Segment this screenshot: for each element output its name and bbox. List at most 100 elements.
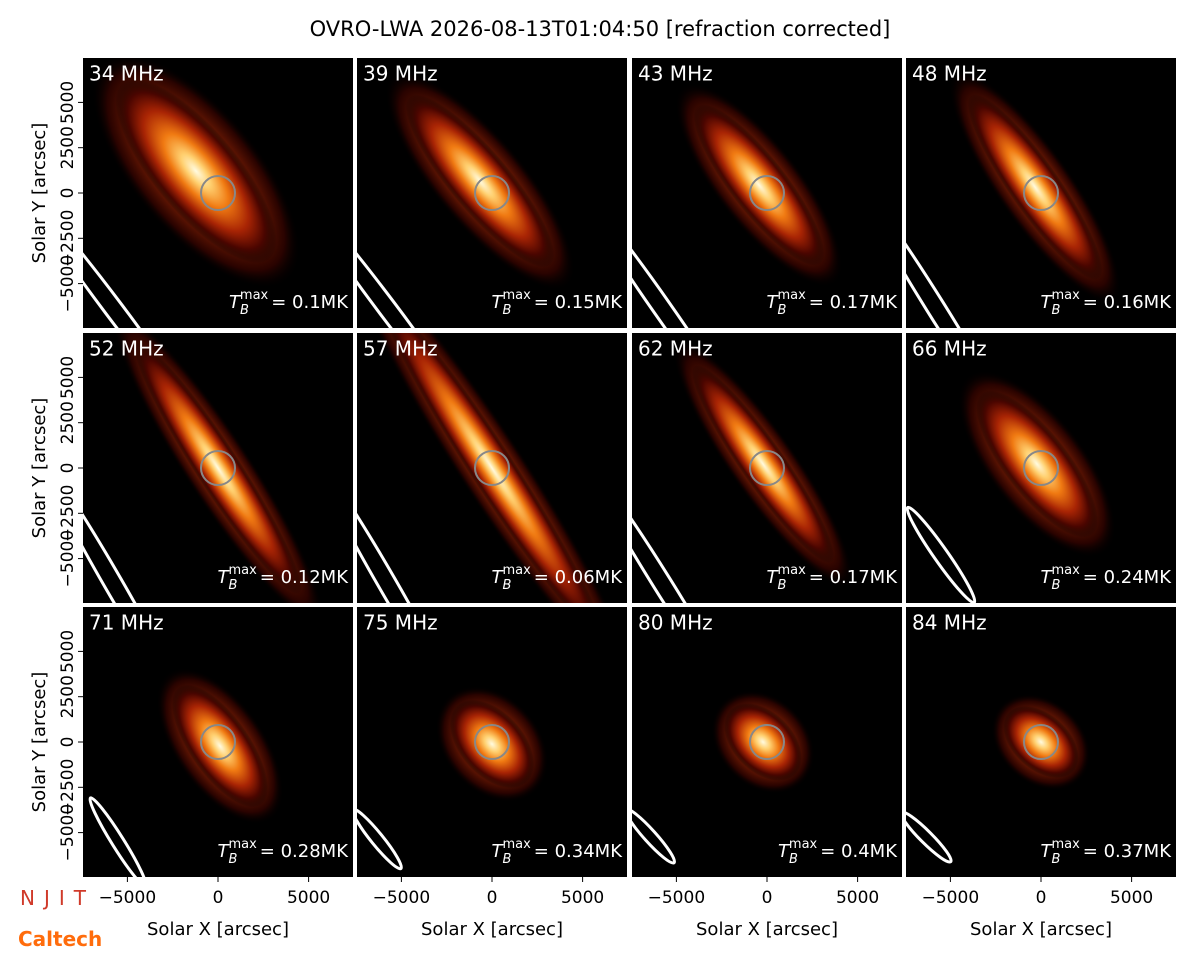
symbol-sup: max (502, 288, 531, 303)
symbol-base: T (492, 567, 505, 588)
annotation: TBmax = 0.15MK (492, 288, 624, 318)
annotation: TBmax = 0.37MK (1041, 837, 1173, 867)
solar-disk (474, 450, 510, 486)
panel (632, 607, 902, 877)
symbol-sup: max (228, 563, 257, 578)
annotation-value: = 0.06MK (534, 567, 623, 588)
emission (134, 341, 302, 595)
beam (357, 807, 403, 871)
panel (906, 607, 1176, 877)
panel (83, 58, 353, 328)
emission (115, 78, 277, 264)
x-tick-label: 0 (213, 888, 224, 908)
panel-title: 34 MHz (89, 62, 164, 86)
symbol-base: T (218, 841, 231, 862)
y-tick-label: 2500 (58, 126, 78, 169)
symbol-sub: B (503, 578, 512, 593)
symbol-base: T (1041, 292, 1054, 313)
y-tick-label: −2500 (58, 485, 78, 543)
x-tick-label: 0 (762, 888, 773, 908)
symbol-sub: B (1052, 303, 1061, 318)
panel (357, 58, 627, 328)
annotation-value: = 0.1MK (271, 292, 349, 313)
symbol-sub: B (503, 852, 512, 867)
symbol-sup: max (1051, 837, 1080, 852)
logo-caltech: Caltech (18, 927, 102, 951)
y-tick-label: 2500 (58, 401, 78, 444)
symbol-sup: max (1051, 563, 1080, 578)
symbol-sup: max (502, 837, 531, 852)
emission (171, 684, 269, 808)
y-axis-label: Solar Y [arcsec] (29, 672, 50, 813)
y-tick-label: 0 (58, 463, 78, 474)
symbol-base: T (778, 841, 791, 862)
solar-disk (749, 175, 785, 211)
beam (83, 460, 185, 603)
symbol-base: T (229, 292, 242, 313)
panel (632, 333, 902, 603)
annotation-value: = 0.34MK (534, 841, 623, 862)
x-tick-label: 5000 (561, 888, 604, 908)
symbol-sup: max (240, 288, 269, 303)
panel-title: 66 MHz (912, 337, 987, 361)
annotation-value: = 0.17MK (809, 567, 898, 588)
panel (83, 333, 353, 603)
beam (906, 187, 1013, 328)
annotation: TBmax = 0.24MK (1041, 563, 1173, 593)
y-tick-label: −5000 (58, 804, 78, 862)
x-axis-label: Solar X [arcsec] (696, 919, 838, 940)
x-tick-label: −5000 (373, 888, 431, 908)
annotation-value: = 0.24MK (1083, 567, 1172, 588)
beam (906, 505, 977, 603)
solar-disk (200, 724, 236, 760)
symbol-base: T (1041, 567, 1054, 588)
annotation: TBmax = 0.16MK (1041, 288, 1173, 318)
emission (449, 699, 535, 789)
y-tick-label: 5000 (58, 630, 78, 673)
solar-disk (200, 175, 236, 211)
solar-disk (200, 450, 236, 486)
emission (1003, 705, 1079, 779)
x-tick-label: 5000 (1110, 888, 1153, 908)
panel (632, 58, 902, 328)
emission (967, 94, 1103, 280)
symbol-sub: B (778, 578, 787, 593)
symbol-sup: max (777, 563, 806, 578)
symbol-sub: B (1052, 578, 1061, 593)
annotation-value: = 0.37MK (1083, 841, 1172, 862)
annotation-value: = 0.15MK (534, 292, 623, 313)
solar-disk (1023, 175, 1059, 211)
x-tick-label: 5000 (836, 888, 879, 908)
panel-title: 80 MHz (638, 611, 713, 635)
emission (693, 104, 825, 266)
symbol-base: T (492, 292, 505, 313)
panel-title: 62 MHz (638, 337, 713, 361)
beam (83, 194, 200, 328)
symbol-sub: B (229, 578, 238, 593)
x-tick-label: −5000 (922, 888, 980, 908)
annotation-value: = 0.17MK (809, 292, 898, 313)
symbol-sub: B (229, 852, 238, 867)
y-tick-label: 2500 (58, 675, 78, 718)
y-tick-label: −5000 (58, 255, 78, 313)
y-tick-label: 5000 (58, 356, 78, 399)
solar-disk (1023, 450, 1059, 486)
beam (357, 460, 459, 603)
y-axis-label: Solar Y [arcsec] (29, 123, 50, 264)
symbol-sub: B (503, 303, 512, 318)
symbol-base: T (218, 567, 231, 588)
x-axis-label: Solar X [arcsec] (147, 919, 289, 940)
beam (357, 194, 474, 328)
symbol-base: T (767, 567, 780, 588)
x-tick-label: −5000 (648, 888, 706, 908)
y-tick-label: −2500 (58, 210, 78, 268)
x-axis-label: Solar X [arcsec] (421, 919, 563, 940)
panel (906, 333, 1176, 603)
panel-title: 57 MHz (363, 337, 438, 361)
annotation: TBmax = 0.17MK (767, 563, 899, 593)
annotation: TBmax = 0.34MK (492, 837, 624, 867)
symbol-sub: B (1052, 852, 1061, 867)
annotation: TBmax = 0.4MK (778, 837, 898, 867)
symbol-sub: B (240, 303, 249, 318)
